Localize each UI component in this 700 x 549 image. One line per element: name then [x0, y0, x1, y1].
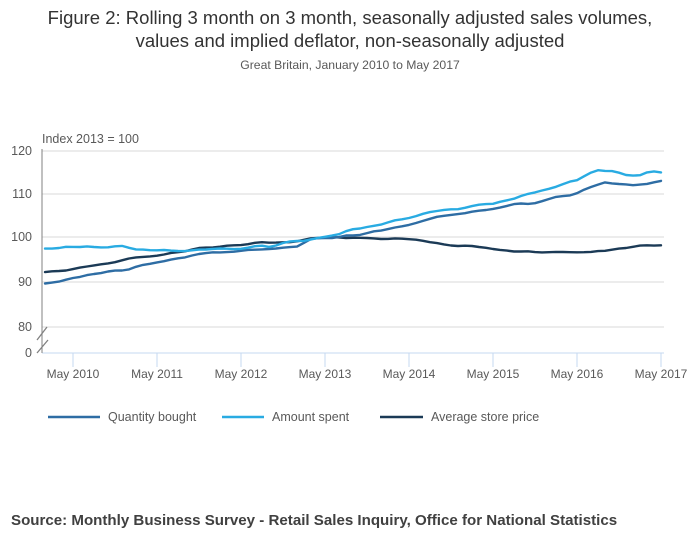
svg-text:Quantity bought: Quantity bought — [108, 410, 197, 424]
svg-text:May 2016: May 2016 — [551, 367, 604, 381]
svg-text:110: 110 — [12, 187, 32, 201]
svg-text:May 2012: May 2012 — [215, 367, 268, 381]
svg-text:Average store price: Average store price — [431, 410, 539, 424]
svg-text:May 2010: May 2010 — [47, 367, 100, 381]
svg-text:May 2013: May 2013 — [299, 367, 352, 381]
svg-text:May 2017: May 2017 — [635, 367, 688, 381]
svg-text:100: 100 — [11, 230, 32, 244]
svg-text:May 2015: May 2015 — [467, 367, 520, 381]
svg-text:May 2011: May 2011 — [131, 367, 183, 381]
svg-text:Index 2013 = 100: Index 2013 = 100 — [42, 132, 139, 146]
svg-text:Amount spent: Amount spent — [272, 410, 350, 424]
svg-text:0: 0 — [25, 346, 32, 360]
svg-text:120: 120 — [11, 144, 32, 158]
svg-text:May 2014: May 2014 — [383, 367, 436, 381]
svg-text:80: 80 — [18, 320, 32, 334]
svg-text:90: 90 — [18, 275, 32, 289]
